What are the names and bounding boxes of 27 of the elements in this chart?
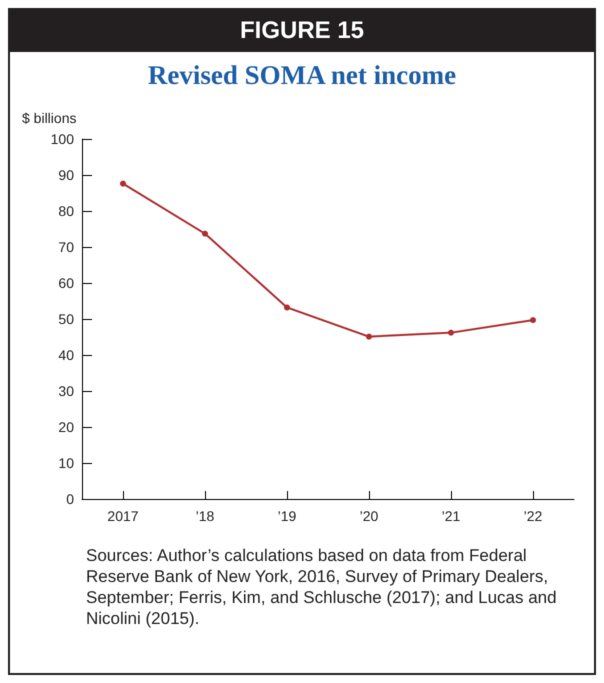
chart-subtitle: Revised SOMA net income	[146, 60, 458, 91]
y-tick-label: 80	[58, 203, 74, 219]
point	[202, 230, 208, 237]
x-tick-label: ’19	[278, 508, 297, 524]
point	[448, 330, 454, 336]
x-tick-label: 2017	[107, 508, 139, 524]
point	[530, 317, 536, 324]
y-tick-label: 20	[58, 419, 74, 435]
y-axis-title: $ billions	[22, 110, 76, 126]
source-note: Sources: Author’s calculations based on data from Federal Reserve Bank of New York, 2016, Survey of Primary Dealers, September; Ferris, Kim, and Schlusche (2017); and Lucas and Nicolini (2015).	[86, 545, 558, 629]
y-tick-label: 90	[58, 167, 74, 183]
y-tick-label: 100	[50, 131, 74, 147]
point	[366, 334, 372, 340]
y-tick-label: 10	[58, 455, 74, 471]
point	[120, 180, 126, 187]
y-tick-label: 70	[58, 239, 74, 255]
x-tick-label: ’20	[360, 508, 379, 524]
x-tick-label: ’18	[196, 508, 215, 524]
y-tick-label: 40	[58, 347, 74, 363]
y-tick-label: 30	[58, 383, 74, 399]
point	[284, 304, 290, 310]
y-tick-label: 0	[66, 491, 74, 507]
y-tick-label: 50	[58, 311, 74, 327]
x-tick-label: ’21	[442, 508, 461, 524]
y-tick-label: 60	[58, 275, 74, 291]
chart-title: FIGURE 15	[10, 10, 594, 52]
x-tick-label: ’22	[524, 508, 543, 524]
